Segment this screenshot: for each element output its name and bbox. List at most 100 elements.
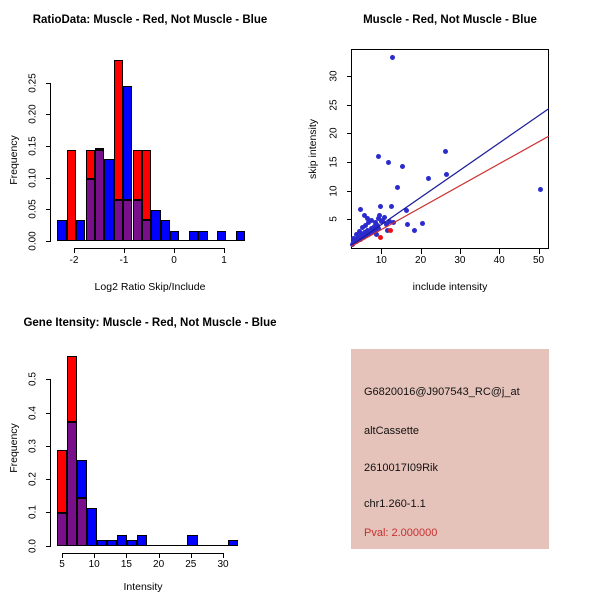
hist-bar-blue bbox=[170, 230, 180, 241]
scatter-point bbox=[372, 219, 378, 225]
x-tick bbox=[62, 552, 63, 558]
x-tick bbox=[174, 248, 175, 253]
x-tick-label: 30 bbox=[454, 255, 466, 266]
hist-bar-red bbox=[85, 150, 95, 179]
scatter-point bbox=[378, 235, 383, 241]
hist-bar-blue bbox=[94, 148, 105, 151]
hist-bar-blue bbox=[76, 459, 87, 499]
scatter-point bbox=[366, 220, 372, 226]
y-tick bbox=[346, 133, 351, 135]
scatter-point bbox=[368, 226, 374, 232]
y-tick bbox=[346, 104, 351, 106]
scatter-point bbox=[420, 221, 426, 227]
x-tick-label: 15 bbox=[120, 559, 132, 570]
x-tick-label: 0 bbox=[171, 255, 177, 266]
y-axis-line bbox=[50, 379, 51, 547]
y-tick-label: 30 bbox=[328, 70, 340, 82]
scatter-point bbox=[350, 235, 356, 241]
scatter-point bbox=[411, 228, 417, 234]
y-tick bbox=[46, 412, 50, 414]
scatter-point bbox=[357, 206, 363, 212]
gene-hist-xlabel: Intensity bbox=[123, 581, 163, 593]
hist-bar-blue bbox=[198, 230, 208, 241]
scatter-point bbox=[388, 227, 394, 233]
y-tick bbox=[346, 162, 351, 164]
x-tick bbox=[538, 248, 540, 254]
x-tick bbox=[126, 552, 128, 558]
hist-bar-red bbox=[141, 150, 152, 221]
not-muscle-fit-line bbox=[350, 107, 549, 246]
y-tick bbox=[46, 209, 50, 211]
hist-bar-red bbox=[56, 450, 67, 514]
hist-bar-blue bbox=[188, 230, 199, 241]
scatter-point bbox=[390, 54, 396, 60]
scatter-point bbox=[365, 227, 371, 233]
y-tick bbox=[46, 82, 50, 84]
x-tick-label: 20 bbox=[153, 559, 165, 570]
hist-bar-blue bbox=[104, 158, 114, 241]
y-tick bbox=[46, 145, 50, 147]
hist-bar-red bbox=[66, 355, 77, 423]
y-tick bbox=[46, 445, 50, 447]
x-tick bbox=[459, 248, 461, 254]
hist-bar-overlap bbox=[113, 199, 124, 241]
y-tick-label: 0.00 bbox=[27, 231, 39, 251]
hist-bar-overlap bbox=[132, 199, 142, 241]
hist-bar-blue bbox=[217, 230, 227, 241]
scatter-point bbox=[404, 208, 410, 214]
y-tick-label: 0.5 bbox=[27, 372, 39, 387]
hist-bar-blue bbox=[96, 540, 107, 546]
scatter-ylabel: skip intensity bbox=[307, 118, 319, 180]
y-tick-label: 0.05 bbox=[27, 199, 39, 220]
scatter-point bbox=[367, 231, 372, 237]
y-tick bbox=[46, 545, 50, 547]
y-tick bbox=[346, 219, 351, 221]
x-tick-label: -2 bbox=[69, 255, 79, 266]
scatter-xlabel: include intensity bbox=[412, 281, 488, 293]
y-tick bbox=[346, 76, 351, 78]
gene-hist-title: Gene Itensity: Muscle - Red, Not Muscle … bbox=[23, 317, 277, 329]
scatter-point bbox=[361, 213, 367, 219]
y-tick bbox=[46, 512, 50, 514]
scatter-point bbox=[362, 230, 368, 236]
hist-bar-red bbox=[132, 150, 142, 200]
hist-bar-blue bbox=[227, 540, 238, 546]
hist-bar-blue bbox=[160, 220, 171, 241]
x-tick-label: 1 bbox=[221, 255, 227, 266]
x-tick bbox=[223, 552, 224, 558]
hist-bar-overlap bbox=[76, 498, 87, 546]
scatter-point bbox=[386, 160, 392, 166]
pval-text: Pval: 2.000000 bbox=[364, 527, 438, 539]
x-tick-label: 5 bbox=[59, 559, 65, 570]
scatter-title: Muscle - Red, Not Muscle - Blue bbox=[363, 14, 537, 26]
y-tick-label: 0.2 bbox=[27, 472, 39, 487]
gene-info-panel: G6820016@J907543_RC@j_at altCassette 261… bbox=[351, 349, 549, 549]
hist-bar-blue bbox=[235, 230, 246, 241]
y-tick-label: 20 bbox=[328, 127, 340, 139]
y-tick-label: 10 bbox=[328, 185, 340, 197]
y-tick bbox=[46, 379, 50, 381]
scatter-point bbox=[380, 217, 386, 223]
gene-hist-ylabel: Frequency bbox=[8, 423, 20, 473]
y-tick bbox=[346, 190, 351, 192]
x-tick-label: 40 bbox=[493, 255, 505, 266]
muscle-fit-line bbox=[350, 135, 549, 247]
y-tick-label: 5 bbox=[328, 216, 340, 223]
chromosome-text: chr1.260-1.1 bbox=[364, 498, 426, 510]
x-tick-label: 10 bbox=[375, 255, 387, 266]
x-tick-label: 50 bbox=[532, 255, 545, 266]
scatter-point bbox=[395, 185, 401, 191]
hist-bar-overlap bbox=[85, 178, 95, 241]
scatter-point bbox=[381, 215, 387, 221]
hist-bar-blue bbox=[127, 540, 138, 546]
y-tick-label: 15 bbox=[328, 156, 340, 168]
x-tick bbox=[74, 248, 75, 253]
x-tick bbox=[158, 552, 160, 558]
ratio-hist-ylabel: Frequency bbox=[8, 135, 20, 185]
scatter-point bbox=[369, 217, 375, 223]
hist-bar-blue bbox=[123, 86, 133, 200]
hist-zero-line bbox=[56, 544, 238, 546]
ratio-hist-title: RatioData: Muscle - Red, Not Muscle - Bl… bbox=[32, 14, 268, 26]
scatter-point bbox=[376, 154, 382, 160]
